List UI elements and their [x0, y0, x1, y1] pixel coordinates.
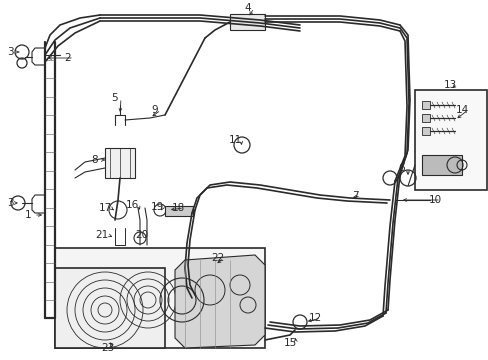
Bar	[421, 101, 429, 109]
Text: 22: 22	[211, 253, 224, 263]
Bar	[421, 127, 429, 135]
Text: 13: 13	[443, 80, 456, 90]
Bar	[105, 148, 135, 178]
Text: 6: 6	[398, 163, 405, 173]
Text: 2: 2	[64, 53, 71, 63]
Polygon shape	[175, 255, 264, 348]
Text: 7: 7	[351, 191, 358, 201]
Bar	[164, 206, 193, 216]
Bar	[55, 268, 164, 348]
Text: 15: 15	[283, 338, 296, 348]
Bar	[414, 90, 486, 190]
Bar	[55, 248, 264, 348]
Bar	[421, 155, 461, 175]
Text: 5: 5	[111, 93, 118, 103]
Text: 17: 17	[98, 203, 111, 213]
Text: 12: 12	[308, 313, 321, 323]
Text: 3: 3	[7, 47, 13, 57]
Text: 8: 8	[92, 155, 98, 165]
Text: 20: 20	[135, 230, 148, 240]
Bar	[229, 14, 264, 30]
Text: 1: 1	[24, 210, 31, 220]
Text: 3: 3	[7, 198, 13, 208]
Text: 19: 19	[150, 202, 163, 212]
Text: 10: 10	[427, 195, 441, 205]
Text: 21: 21	[95, 230, 108, 240]
Text: 18: 18	[171, 203, 184, 213]
Text: 14: 14	[454, 105, 468, 115]
Text: 16: 16	[125, 200, 138, 210]
Text: 9: 9	[151, 105, 158, 115]
Text: 4: 4	[244, 3, 251, 13]
Text: 11: 11	[228, 135, 241, 145]
Text: 23: 23	[101, 343, 114, 353]
Bar	[421, 114, 429, 122]
